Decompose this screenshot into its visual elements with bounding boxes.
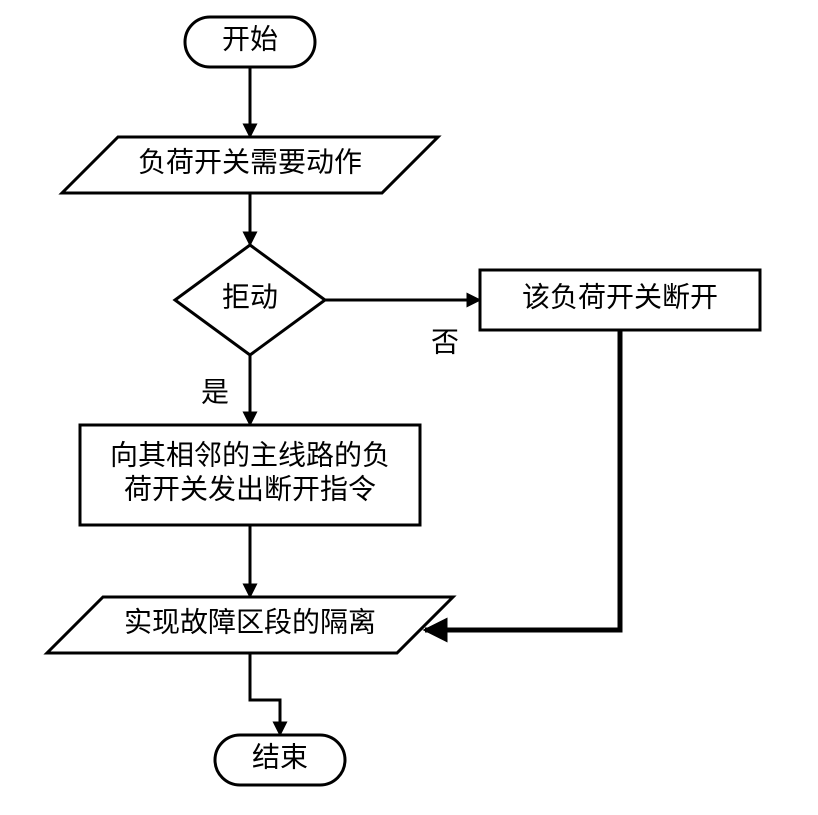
- node-start-label: 开始: [222, 23, 278, 55]
- node-end-label: 结束: [252, 741, 308, 773]
- edge-label-n2-n3: 是: [201, 377, 229, 408]
- node-n4: 该负荷开关断开: [480, 270, 760, 330]
- edge-n4-n5: [425, 330, 620, 630]
- node-start: 开始: [185, 17, 315, 67]
- edge-label-n2-n4: 否: [431, 327, 459, 358]
- node-n1-label: 负荷开关需要动作: [138, 146, 362, 178]
- node-n1: 负荷开关需要动作: [62, 137, 438, 193]
- flowchart-canvas: 是 否 开始负荷开关需要动作拒动向其相邻的主线路的负荷开关发出断开指令 该负荷开关断开…: [0, 0, 818, 815]
- node-n2: 拒动: [175, 245, 325, 355]
- node-n3: 向其相邻的主线路的负荷开关发出断开指令: [80, 425, 420, 525]
- node-end: 结束: [215, 735, 345, 785]
- node-n4-label: 该负荷开关断开: [522, 281, 718, 313]
- node-n5-label: 实现故障区段的隔离: [124, 606, 376, 638]
- node-n5: 实现故障区段的隔离: [47, 597, 453, 653]
- node-n2-label: 拒动: [222, 281, 278, 313]
- edge-n5-end: [250, 653, 280, 735]
- node-n3-label-line-0: 向其相邻的主线路的负: [110, 439, 390, 471]
- node-n3-label-line-1: 荷开关发出断开指令: [124, 473, 376, 505]
